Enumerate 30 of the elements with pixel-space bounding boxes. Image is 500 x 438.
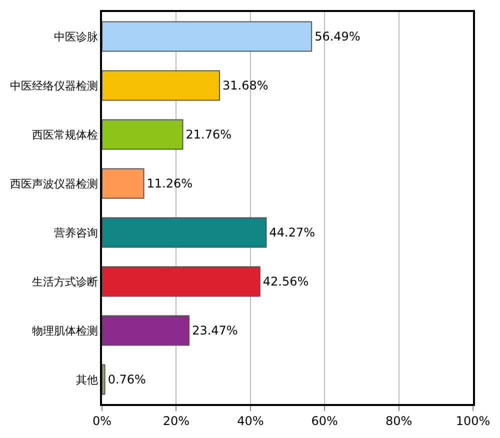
bar	[102, 266, 260, 297]
data-label: 44.27%	[269, 226, 316, 240]
y-tick-label: 西医常规体检	[32, 128, 98, 142]
data-label: 42.56%	[262, 274, 309, 288]
x-tick-label: 100%	[456, 414, 490, 428]
x-tick-label: 40%	[237, 414, 264, 428]
data-label: 11.26%	[146, 176, 193, 190]
x-tick-label: 60%	[311, 414, 338, 428]
x-tick-label: 20%	[162, 414, 190, 428]
bar	[102, 70, 220, 101]
y-tick-label: 中医诊脉	[54, 30, 98, 44]
y-tick-label: 生活方式诊断	[32, 275, 98, 288]
bar	[102, 21, 312, 52]
data-label: 21.76%	[186, 128, 232, 142]
y-tick-label: 营养咨询	[54, 226, 98, 240]
y-tick-label: 物理肌体检测	[32, 324, 98, 338]
data-label: 31.68%	[222, 78, 268, 92]
x-tick-label: 0%	[92, 414, 112, 428]
bar	[102, 119, 184, 150]
data-label: 23.47%	[192, 324, 238, 338]
y-tick-label: 西医声波仪器检测	[10, 177, 98, 190]
x-tick-label: 80%	[385, 414, 412, 428]
bar	[102, 364, 106, 395]
data-label: 0.76%	[108, 372, 146, 386]
bar	[102, 315, 190, 346]
data-label: 56.49%	[314, 30, 360, 44]
y-tick-label: 其他	[76, 373, 98, 386]
bar	[102, 168, 144, 199]
bar	[102, 217, 267, 248]
y-tick-label: 中医经络仪器检测	[10, 79, 98, 92]
